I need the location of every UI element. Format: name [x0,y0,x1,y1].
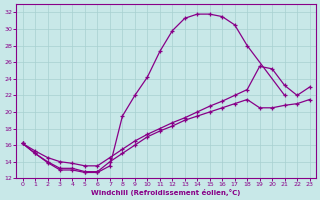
X-axis label: Windchill (Refroidissement éolien,°C): Windchill (Refroidissement éolien,°C) [92,189,241,196]
